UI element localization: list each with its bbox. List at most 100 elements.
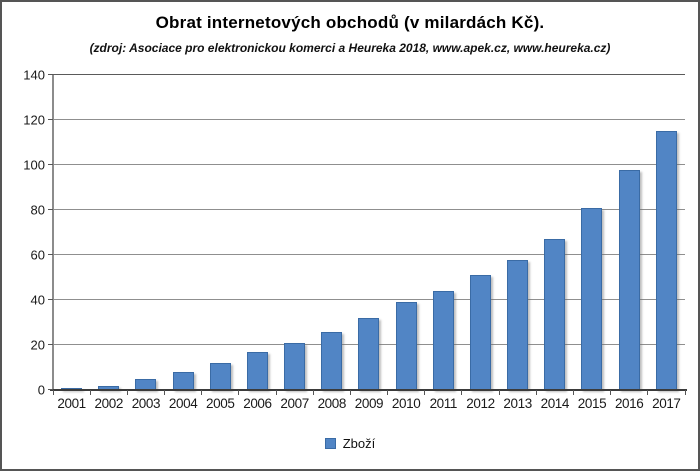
y-tick-label-40: 40 (30, 292, 45, 308)
x-tick-4 (201, 390, 203, 395)
x-tick-7 (312, 390, 314, 395)
x-tick-label-2012: 2012 (466, 396, 495, 411)
x-tick-label-2010: 2010 (391, 396, 421, 411)
y-tick-40 (48, 299, 53, 300)
y-tick-label-20: 20 (30, 337, 45, 353)
gridline-140 (53, 74, 685, 75)
bar-2015 (581, 207, 603, 390)
bar-2009 (358, 318, 380, 390)
chart-subtitle: (zdroj: Asociace pro elektronickou komer… (89, 41, 611, 55)
x-tick-2 (126, 390, 128, 395)
bar-cell-2010 (388, 75, 425, 390)
bar-2004 (172, 372, 194, 390)
y-tick-label-100: 100 (23, 157, 45, 173)
bar-cell-2003 (127, 75, 164, 390)
bar-cell-2012 (462, 75, 499, 390)
legend: Zboží (2, 436, 698, 451)
bar-2010 (395, 302, 417, 390)
gridline-40 (53, 299, 685, 300)
gridline-120 (53, 119, 685, 120)
legend-series-label: Zboží (342, 436, 376, 451)
y-tick-label-140: 140 (23, 67, 45, 83)
x-tick-1 (89, 390, 91, 395)
x-tick-6 (275, 390, 277, 395)
bar-2007 (284, 342, 306, 390)
x-axis-labels: 2001 2002 2003 2004 2005 2006 2007 2008 2009 2010… (53, 396, 685, 411)
x-tick-label-2016: 2016 (614, 396, 644, 411)
bar-cell-2008 (313, 75, 350, 390)
x-tick-14 (572, 390, 574, 395)
legend-swatch-icon (324, 438, 336, 449)
x-tick-label-2005: 2005 (206, 396, 235, 411)
gridline-100 (53, 164, 685, 165)
x-tick-15 (610, 390, 612, 395)
x-tick-label-2001: 2001 (57, 396, 86, 411)
x-tick-label-2006: 2006 (243, 396, 272, 411)
bar-2005 (209, 363, 231, 390)
bar-2003 (135, 378, 157, 390)
bar-cell-2006 (239, 75, 276, 390)
bar-cell-2009 (350, 75, 387, 390)
bar-cell-2007 (276, 75, 313, 390)
bar-2012 (469, 275, 491, 390)
bar-2011 (432, 291, 454, 390)
x-tick-5 (238, 390, 240, 395)
x-tick-label-2017: 2017 (652, 396, 681, 411)
bar-cell-2013 (499, 75, 536, 390)
y-tick-80 (48, 209, 53, 210)
bar-cell-2016 (611, 75, 648, 390)
x-tick-label-2003: 2003 (131, 396, 161, 411)
x-tick-12 (498, 390, 500, 395)
x-tick-label-2007: 2007 (280, 396, 309, 411)
y-tick-120 (48, 119, 53, 120)
bar-cell-2004 (165, 75, 202, 390)
x-tick-label-2004: 2004 (168, 396, 198, 411)
y-tick-100 (48, 164, 53, 165)
y-axis-line (52, 75, 54, 390)
x-tick-17 (684, 390, 686, 395)
x-tick-label-2011: 2011 (429, 396, 458, 411)
x-tick-16 (647, 390, 649, 395)
x-tick-13 (535, 390, 537, 395)
bar-2008 (321, 331, 343, 390)
y-tick-label-80: 80 (30, 202, 45, 218)
bar-cell-2017 (648, 75, 685, 390)
x-tick-8 (349, 390, 351, 395)
bar-cell-2001 (53, 75, 90, 390)
bar-2014 (544, 239, 566, 390)
y-tick-140 (48, 74, 53, 75)
gridline-80 (53, 209, 685, 210)
x-tick-label-2015: 2015 (577, 396, 607, 411)
y-tick-label-120: 120 (23, 112, 45, 128)
plot-area: 0 20 40 60 80 100 120 140 (23, 69, 687, 397)
y-tick-20 (48, 344, 53, 345)
bar-cell-2011 (425, 75, 462, 390)
x-tick-label-2002: 2002 (94, 396, 124, 411)
bar-cell-2015 (573, 75, 610, 390)
bar-cell-2005 (202, 75, 239, 390)
y-tick-label-0: 0 (37, 382, 45, 398)
x-tick-label-2009: 2009 (354, 396, 384, 411)
gridline-60 (53, 254, 685, 255)
y-tick-label-60: 60 (30, 247, 45, 263)
x-tick-3 (164, 390, 166, 395)
bar-cell-2014 (536, 75, 573, 390)
x-tick-10 (424, 390, 426, 395)
x-tick-label-2013: 2013 (503, 396, 532, 411)
bars-layer (53, 75, 685, 390)
x-tick-11 (461, 390, 463, 395)
bar-2016 (618, 169, 640, 390)
x-tick-0 (52, 390, 54, 395)
bar-2002 (98, 385, 120, 390)
bar-2006 (246, 351, 268, 390)
y-tick-0 (48, 389, 53, 390)
x-tick-label-2014: 2014 (540, 396, 570, 411)
x-axis-line (50, 389, 687, 391)
bar-2001 (61, 387, 83, 390)
x-tick-label-2008: 2008 (317, 396, 347, 411)
x-tick-9 (387, 390, 389, 395)
chart-title: Obrat internetových obchodů (v milardách… (155, 13, 545, 32)
bar-2017 (655, 131, 677, 390)
y-tick-60 (48, 254, 53, 255)
